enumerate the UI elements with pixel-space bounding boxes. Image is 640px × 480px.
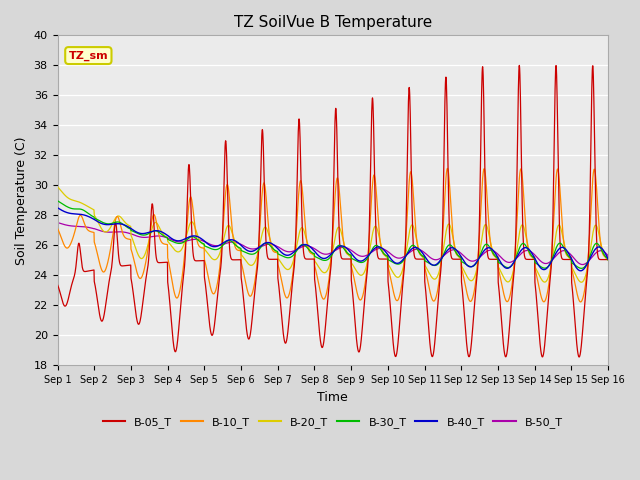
X-axis label: Time: Time (317, 391, 348, 404)
Text: TZ_sm: TZ_sm (68, 50, 108, 60)
Y-axis label: Soil Temperature (C): Soil Temperature (C) (15, 136, 28, 264)
Legend: B-05_T, B-10_T, B-20_T, B-30_T, B-40_T, B-50_T: B-05_T, B-10_T, B-20_T, B-30_T, B-40_T, … (99, 412, 567, 432)
Title: TZ SoilVue B Temperature: TZ SoilVue B Temperature (234, 15, 432, 30)
